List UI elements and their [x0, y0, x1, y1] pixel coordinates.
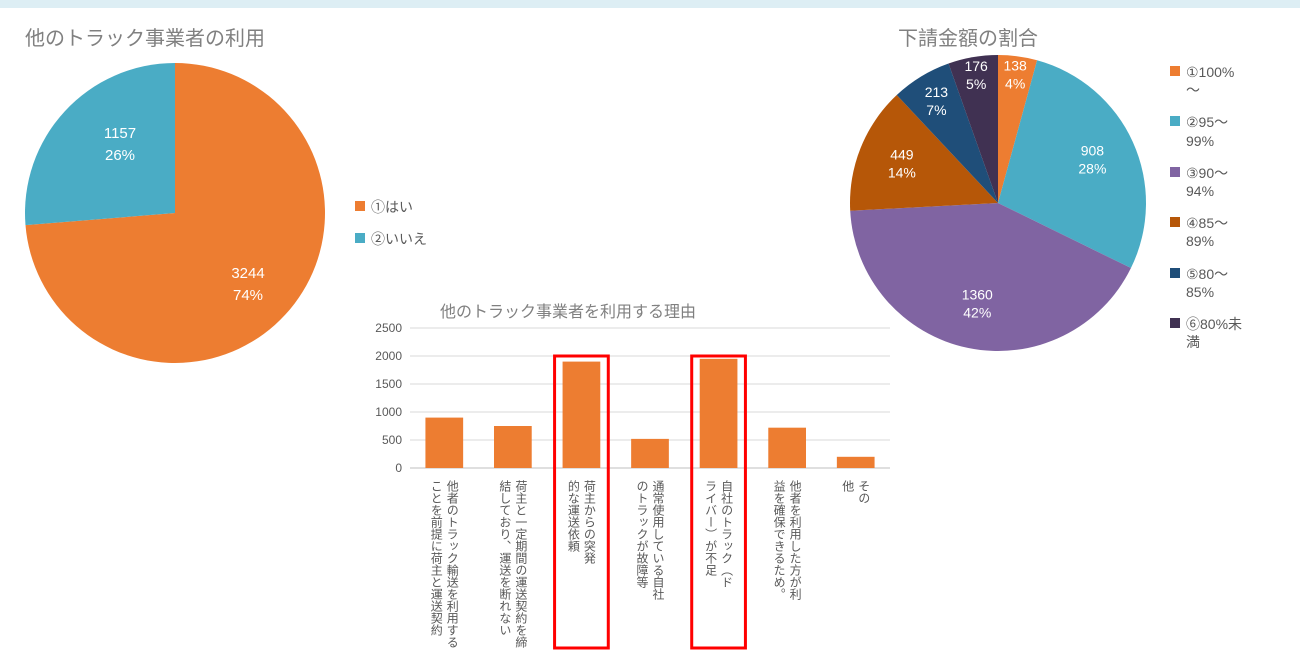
svg-text:5%: 5%: [966, 76, 986, 92]
svg-text:荷主と一定期間の運送契約を締結しており、運送を断れない: 荷主と一定期間の運送契約を締結しており、運送を断れない: [498, 480, 528, 648]
svg-text:138: 138: [1003, 57, 1027, 73]
legend-label: ②いいえ: [371, 230, 427, 248]
pie1-chart: 3244 74% 1157 26%: [10, 38, 350, 418]
svg-text:449: 449: [890, 146, 914, 162]
svg-text:213: 213: [925, 84, 949, 100]
svg-text:7%: 7%: [926, 102, 946, 118]
svg-text:3244: 3244: [231, 265, 264, 282]
legend-swatch: [1170, 217, 1180, 227]
legend-label: ④85～89%: [1186, 214, 1228, 250]
svg-text:26%: 26%: [105, 147, 135, 164]
svg-text:500: 500: [382, 433, 402, 447]
svg-text:0: 0: [395, 461, 402, 475]
legend-label: ②95～99%: [1186, 113, 1228, 149]
pie1-legend: ①はい ②いいえ: [355, 198, 427, 262]
svg-text:自社のトラック（ドライバー）が不足: 自社のトラック（ドライバー）が不足: [704, 480, 734, 588]
legend-swatch: [1170, 116, 1180, 126]
legend-label: ⑥80%未満: [1186, 315, 1242, 351]
legend-item: ①はい: [355, 198, 427, 216]
legend-swatch: [1170, 268, 1180, 278]
legend-label: ①100%～: [1186, 63, 1234, 99]
svg-text:176: 176: [964, 58, 988, 74]
pie2-legend: ①100%～ ②95～99% ③90～94% ④85～89% ⑤80～85% ⑥80%未満: [1170, 63, 1280, 365]
legend-item: ⑥80%未満: [1170, 315, 1280, 351]
legend-item: ②95～99%: [1170, 113, 1280, 149]
legend-swatch: [355, 201, 365, 211]
legend-swatch: [355, 233, 365, 243]
svg-text:荷主からの突発的な運送依頼: 荷主からの突発的な運送依頼: [566, 479, 596, 564]
svg-text:2500: 2500: [375, 321, 402, 335]
svg-text:908: 908: [1081, 142, 1105, 158]
svg-text:14%: 14%: [888, 164, 916, 180]
dashboard: { "pie1": { "title": "他のトラック事業者の利用", "ti…: [0, 8, 1300, 654]
svg-text:その他: その他: [841, 480, 871, 504]
svg-text:他者を利用した方が利益を確保できるため。: 他者を利用した方が利益を確保できるため。: [772, 480, 802, 600]
svg-text:1000: 1000: [375, 405, 402, 419]
bar-chart: 0 500 1000 1500 2000 2500 他者のトラック輸送を利用することを前提に…: [360, 308, 920, 654]
legend-item: ⑤80～85%: [1170, 265, 1280, 301]
svg-text:1500: 1500: [375, 377, 402, 391]
svg-text:1360: 1360: [962, 287, 993, 303]
legend-item: ③90～94%: [1170, 164, 1280, 200]
legend-swatch: [1170, 66, 1180, 76]
svg-text:4%: 4%: [1005, 75, 1025, 91]
svg-text:2000: 2000: [375, 349, 402, 363]
svg-text:他者のトラック輸送を利用することを前提に荷主と運送契約: 他者のトラック輸送を利用することを前提に荷主と運送契約: [429, 480, 459, 648]
legend-item: ②いいえ: [355, 230, 427, 248]
legend-swatch: [1170, 318, 1180, 328]
svg-text:74%: 74%: [233, 287, 263, 304]
svg-text:42%: 42%: [963, 305, 991, 321]
svg-text:28%: 28%: [1078, 160, 1106, 176]
legend-item: ①100%～: [1170, 63, 1280, 99]
legend-item: ④85～89%: [1170, 214, 1280, 250]
svg-text:通常使用している自社のトラックが故障等: 通常使用している自社のトラックが故障等: [635, 480, 665, 600]
legend-label: ⑤80～85%: [1186, 265, 1228, 301]
legend-label: ③90～94%: [1186, 164, 1228, 200]
legend-label: ①はい: [371, 198, 413, 216]
svg-text:1157: 1157: [104, 125, 136, 142]
legend-swatch: [1170, 167, 1180, 177]
